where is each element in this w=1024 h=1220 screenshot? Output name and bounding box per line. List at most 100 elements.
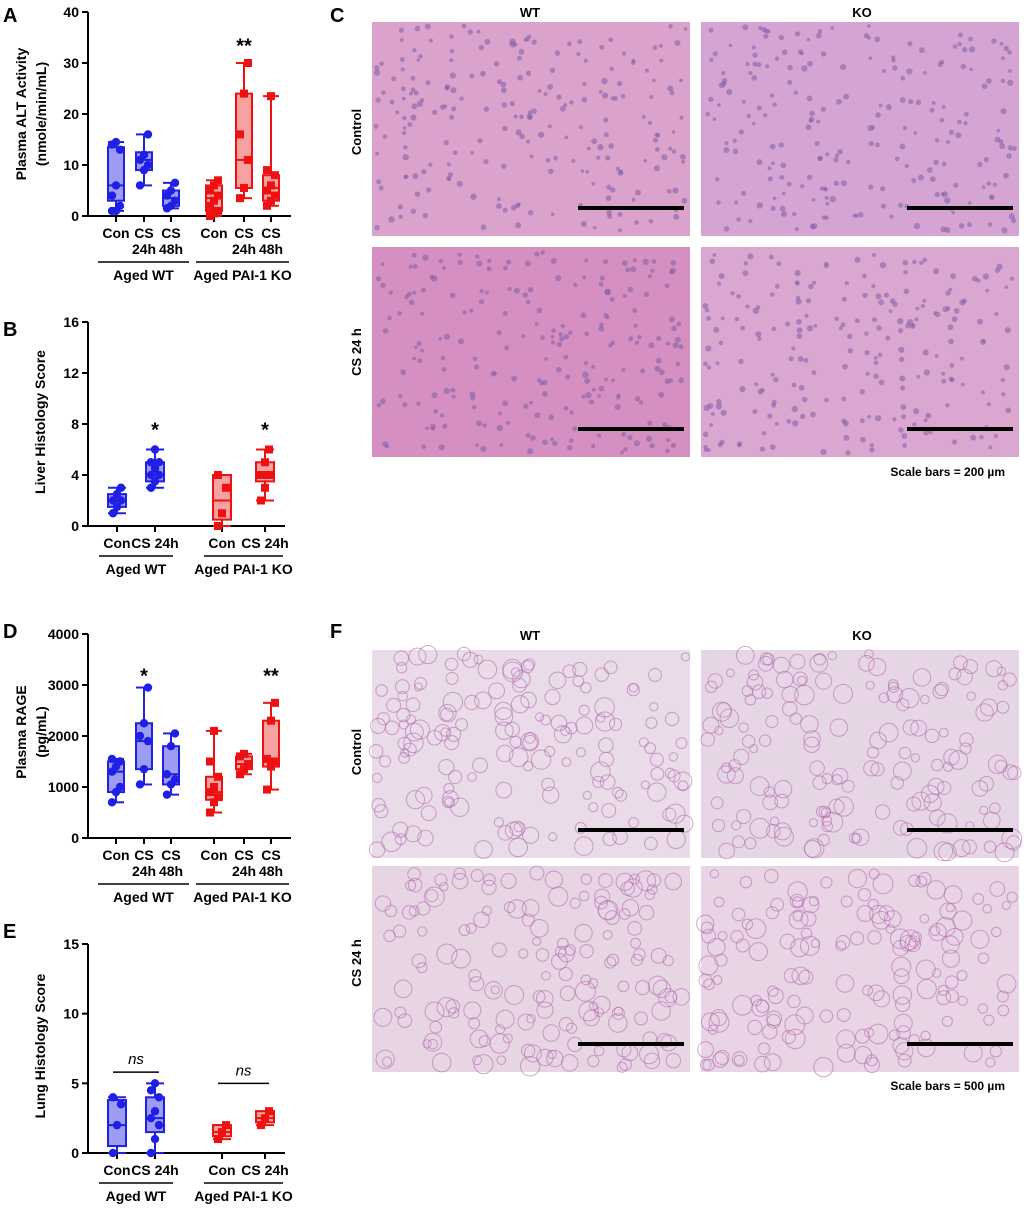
alveolus-mark (634, 1011, 649, 1026)
nucleus-mark (864, 350, 870, 356)
nucleus-mark (632, 308, 638, 313)
alveolus-mark (496, 744, 514, 763)
alveolus-mark (481, 879, 497, 896)
alveolus-mark (574, 923, 593, 943)
alveolus-mark (425, 889, 439, 903)
alveolus-mark (957, 995, 968, 1006)
nucleus-mark (979, 435, 984, 440)
alveolus-mark (864, 649, 874, 659)
nucleus-mark (411, 103, 418, 110)
alveolus-mark (774, 780, 793, 799)
nucleus-mark (899, 356, 905, 362)
alveolus-mark (765, 714, 779, 729)
nucleus-mark (869, 442, 874, 448)
nucleus-mark (961, 298, 968, 304)
nucleus-mark (596, 155, 601, 160)
nucleus-mark (416, 341, 422, 347)
nucleus-mark (375, 151, 380, 156)
nucleus-mark (476, 29, 481, 34)
nucleus-mark (671, 130, 676, 134)
nucleus-mark (666, 188, 672, 194)
alveolus-mark (1005, 835, 1022, 851)
alveolus-mark (809, 760, 825, 776)
alveolus-mark (488, 682, 506, 700)
alveolus-mark (638, 904, 655, 921)
nucleus-mark (705, 111, 711, 117)
data-point (143, 160, 153, 170)
nucleus-mark (752, 409, 758, 415)
panel-letter-f: F (330, 621, 342, 643)
alveolus-mark (939, 902, 957, 920)
nucleus-mark (967, 222, 972, 228)
alveolus-mark (790, 938, 810, 958)
nucleus-mark (915, 306, 920, 311)
nucleus-mark (883, 292, 890, 298)
alveolus-mark (738, 722, 749, 733)
alveolus-mark (937, 780, 952, 795)
alveolus-mark (891, 956, 912, 977)
nucleus-mark (929, 107, 935, 113)
nucleus-mark (387, 315, 392, 321)
nucleus-mark (841, 296, 847, 302)
nucleus-mark (490, 370, 497, 377)
nucleus-mark (461, 23, 467, 29)
nucleus-mark (903, 269, 908, 275)
nucleus-mark (598, 385, 605, 392)
nucleus-mark (569, 438, 574, 443)
alveolus-mark (580, 974, 592, 986)
alveolus-mark (979, 698, 998, 717)
nucleus-mark (829, 195, 836, 203)
nucleus-mark (638, 400, 644, 405)
nucleus-mark (1004, 327, 1011, 334)
nucleus-mark (819, 186, 824, 191)
nucleus-mark (741, 99, 746, 104)
alveolus-mark (895, 1042, 914, 1061)
nucleus-mark (410, 87, 416, 93)
nucleus-mark (898, 202, 904, 208)
alveolus-mark (542, 786, 560, 804)
nucleus-mark (668, 146, 673, 151)
nucleus-mark (469, 73, 475, 79)
nucleus-mark (502, 400, 509, 407)
alveolus-mark (544, 745, 556, 758)
alveolus-mark (714, 725, 724, 736)
alveolus-mark (835, 935, 851, 950)
nucleus-mark (627, 286, 634, 293)
alveolus-mark (701, 928, 717, 944)
nucleus-mark (941, 161, 947, 167)
alveolus-mark (994, 759, 1008, 773)
nucleus-mark (517, 74, 524, 81)
alveolus-mark (578, 704, 590, 716)
alveolus-mark (896, 1025, 911, 1040)
alveolus-mark (889, 928, 911, 950)
nucleus-mark (496, 203, 502, 209)
lung-image-wt-control (368, 645, 694, 859)
nucleus-mark (976, 318, 983, 325)
alveolus-mark (883, 910, 902, 928)
alveolus-mark (731, 1051, 748, 1068)
nucleus-mark (496, 424, 503, 432)
alveolus-mark (899, 934, 917, 952)
nucleus-mark (666, 341, 671, 346)
nucleus-mark (834, 316, 839, 322)
alveolus-mark (601, 802, 617, 818)
nucleus-mark (791, 405, 798, 413)
data-point (170, 729, 180, 738)
nucleus-mark (746, 113, 751, 119)
nucleus-mark (527, 448, 534, 455)
nucleus-mark (645, 435, 653, 442)
nucleus-mark (771, 161, 775, 166)
alveolus-mark (500, 873, 517, 889)
alveolus-mark (396, 662, 408, 674)
alveolus-mark (732, 994, 753, 1016)
alveolus-mark (436, 997, 457, 1018)
alveolus-mark (582, 790, 592, 801)
nucleus-mark (634, 395, 641, 402)
nucleus-mark (957, 41, 962, 47)
y-tick-label: 30 (63, 55, 79, 71)
nucleus-mark (652, 45, 658, 50)
alveolus-mark (885, 924, 896, 934)
nucleus-mark (559, 336, 565, 342)
alveolus-mark (635, 980, 651, 996)
